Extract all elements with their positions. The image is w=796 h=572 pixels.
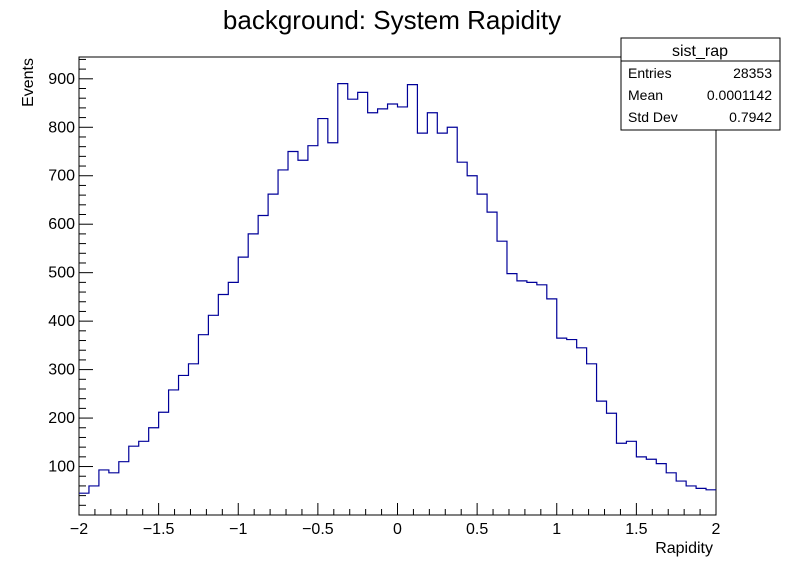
- x-axis-label: Rapidity: [655, 540, 713, 557]
- stats-mean-value: 0.0001142: [707, 87, 772, 103]
- x-axis: −2 −1.5 −1 −0.5 0 0.5 1 1.5 2: [70, 503, 721, 538]
- y-tick-label: 600: [48, 216, 75, 233]
- stats-entries-label: Entries: [628, 65, 672, 81]
- x-tick-label: −1: [229, 521, 247, 538]
- stats-mean-label: Mean: [628, 87, 663, 103]
- y-tick-label: 800: [48, 119, 75, 136]
- x-tick-label: −2: [70, 521, 88, 538]
- y-axis: 100 200 300 400 500 600 700 800 900: [48, 58, 93, 506]
- y-axis-label: Events: [20, 58, 37, 107]
- x-tick-label: 1: [552, 521, 561, 538]
- stats-stddev-label: Std Dev: [628, 109, 678, 125]
- chart-title: background: System Rapidity: [223, 5, 561, 35]
- y-tick-label: 100: [48, 459, 75, 476]
- stats-box-title: sist_rap: [672, 43, 728, 60]
- y-tick-label: 400: [48, 313, 75, 330]
- x-tick-label: −1.5: [143, 521, 175, 538]
- y-tick-label: 200: [48, 410, 75, 427]
- histogram-series-line: [79, 83, 716, 494]
- stats-entries-value: 28353: [733, 65, 772, 81]
- stats-box: sist_rap Entries 28353 Mean 0.0001142 St…: [620, 37, 781, 131]
- x-tick-label: 2: [712, 521, 721, 538]
- y-tick-label: 500: [48, 265, 75, 282]
- y-tick-label: 300: [48, 362, 75, 379]
- stats-stddev-value: 0.7942: [729, 109, 772, 125]
- plot-frame: [78, 56, 717, 516]
- y-tick-label: 700: [48, 168, 75, 185]
- x-tick-label: 1.5: [625, 521, 647, 538]
- x-tick-label: −0.5: [302, 521, 334, 538]
- y-tick-label: 900: [48, 71, 75, 88]
- x-tick-label: 0: [393, 521, 402, 538]
- stats-box-frame: [620, 37, 781, 131]
- x-tick-label: 0.5: [466, 521, 488, 538]
